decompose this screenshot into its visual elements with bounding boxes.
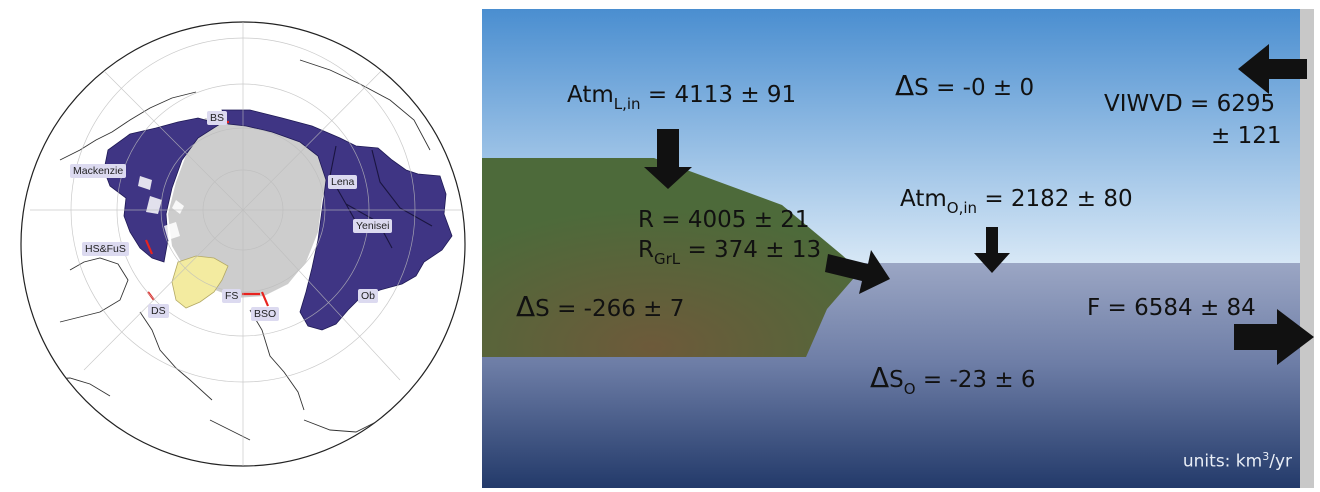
eurasia-watershed — [221, 109, 453, 331]
units-superscript: 3 — [1262, 450, 1270, 464]
units-suffix: /yr — [1269, 452, 1292, 472]
greenland-runoff-subscript: GrL — [653, 250, 681, 268]
ocean-storage-prefix: S — [889, 367, 904, 393]
atm-delta-symbol: Δ — [895, 69, 915, 102]
budget-schematic-svg — [482, 9, 1314, 488]
region-label-fs: FS — [222, 289, 242, 303]
arrow-runoff-to-ocean — [825, 250, 890, 294]
greenland-runoff-value: = 374 ± 13 — [687, 237, 822, 263]
ocean-storage-change-label: ΔSO = -23 ± 6 — [870, 364, 1036, 397]
atm-land-value: = 4113 ± 91 — [647, 82, 797, 108]
greenland-runoff-label: RGrL = 374 ± 13 — [638, 239, 821, 267]
region-label-hsfus: HS&FuS — [82, 242, 129, 256]
region-label-mackenzie: Mackenzie — [70, 164, 127, 178]
arrow-viwvd-in — [1238, 44, 1307, 94]
land-mass — [482, 158, 860, 357]
arctic-archipelago — [138, 176, 184, 240]
atm-land-subscript: L,in — [613, 95, 641, 113]
outflow-label: F = 6584 ± 84 — [1087, 295, 1256, 321]
domain-edge-bar — [1300, 9, 1314, 488]
arrow-atm-ocean-down — [974, 227, 1010, 273]
viwvd-label: VIWVD = 6295 — [1104, 91, 1276, 117]
land-storage-value: S = -266 ± 7 — [535, 296, 685, 322]
atm-storage-value: S = -0 ± 0 — [914, 75, 1035, 101]
greenland-runoff-prefix: R — [638, 237, 654, 263]
atm-ocean-prefix: Atm — [900, 186, 947, 212]
region-label-lena: Lena — [328, 175, 358, 189]
ocean-storage-value: = -23 ± 6 — [922, 367, 1036, 393]
arrow-outflow — [1234, 309, 1314, 365]
freshwater-budget-diagram: AtmL,in = 4113 ± 91 ΔS = -0 ± 0 VIWVD = … — [482, 9, 1314, 488]
polar-map-svg — [20, 21, 466, 467]
runoff-label: R = 4005 ± 21 — [638, 207, 810, 233]
region-label-bs: BS — [207, 111, 228, 125]
atm-land-input-label: AtmL,in = 4113 ± 91 — [567, 84, 796, 112]
atm-land-prefix: Atm — [567, 82, 614, 108]
region-label-ds: DS — [148, 304, 169, 318]
ocean-storage-subscript: O — [903, 380, 916, 398]
atm-ocean-subscript: O,in — [946, 199, 978, 217]
north-america-watershed — [103, 117, 221, 263]
units-text: units: km — [1182, 452, 1263, 472]
atm-storage-change-label: ΔS = -0 ± 0 — [895, 72, 1034, 100]
land-storage-change-label: ΔS = -266 ± 7 — [516, 293, 684, 321]
atm-ocean-input-label: AtmO,in = 2182 ± 80 — [900, 188, 1133, 216]
arctic-polar-map: BS Mackenzie Lena Yenisei HS&FuS Ob FS D… — [0, 0, 480, 488]
globe-content — [30, 22, 465, 466]
region-label-yenisei: Yenisei — [353, 219, 393, 233]
ocean-delta-symbol: Δ — [870, 361, 890, 394]
region-label-bso: BSO — [251, 307, 280, 321]
graticule — [30, 22, 465, 466]
arrow-atm-land-down — [644, 129, 692, 189]
units-label: units: km3/yr — [1183, 450, 1292, 472]
region-label-ob: Ob — [358, 289, 379, 303]
land-delta-symbol: Δ — [516, 290, 536, 323]
atm-ocean-value: = 2182 ± 80 — [984, 186, 1133, 212]
viwvd-uncertainty: ± 121 — [1211, 123, 1282, 149]
